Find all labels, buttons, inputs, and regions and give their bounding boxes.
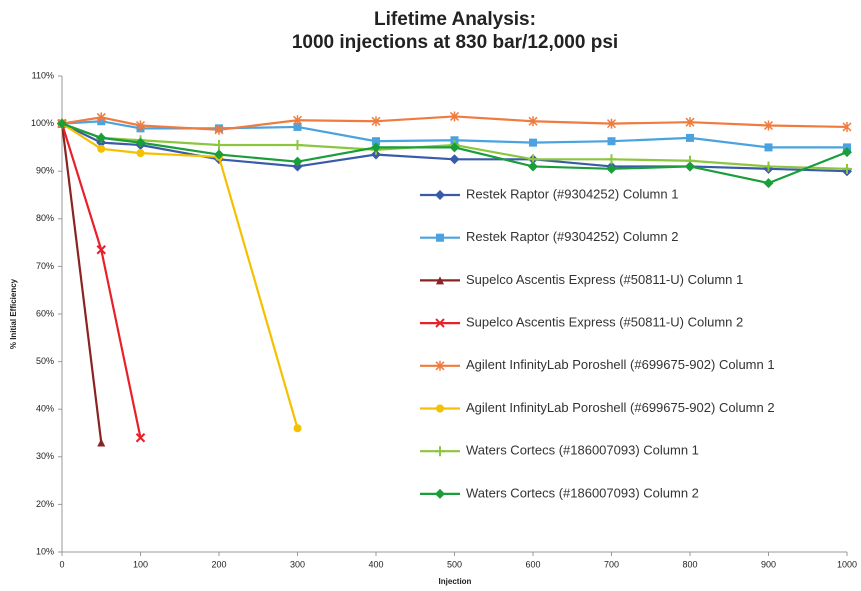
marker <box>435 318 445 328</box>
x-tick-label: 400 <box>368 559 383 569</box>
marker <box>436 276 444 285</box>
marker <box>607 137 616 146</box>
marker <box>685 161 695 172</box>
legend-label: Agilent InfinityLab Poroshell (#699675-9… <box>466 357 775 372</box>
chart-title: Lifetime Analysis: <box>374 9 536 30</box>
y-tick-label: 60% <box>36 308 54 318</box>
marker <box>214 140 224 151</box>
marker <box>606 154 617 165</box>
marker <box>763 120 774 131</box>
y-axis-label: % Initial Efficiency <box>9 278 18 349</box>
marker <box>842 121 852 132</box>
marker <box>292 156 303 167</box>
marker <box>214 124 224 135</box>
marker <box>293 424 302 433</box>
marker <box>96 132 107 143</box>
marker <box>764 143 773 152</box>
marker <box>136 149 145 158</box>
marker <box>685 117 695 128</box>
marker <box>842 147 852 158</box>
y-tick-label: 30% <box>36 451 54 461</box>
marker <box>135 433 146 443</box>
marker <box>606 118 617 129</box>
marker <box>436 404 444 413</box>
marker <box>214 149 224 160</box>
marker <box>449 111 460 122</box>
marker <box>436 233 444 242</box>
marker <box>842 163 852 174</box>
marker <box>763 178 774 189</box>
marker <box>606 163 617 174</box>
marker <box>449 154 460 165</box>
y-tick-label: 80% <box>36 213 54 223</box>
marker <box>96 112 106 123</box>
series-line <box>61 122 848 185</box>
marker <box>293 122 302 131</box>
marker <box>372 137 380 146</box>
marker <box>435 360 445 371</box>
marker <box>449 142 460 153</box>
y-tick-label: 20% <box>36 499 54 509</box>
legend-label: Agilent InfinityLab Poroshell (#699675-9… <box>466 400 775 415</box>
marker <box>97 144 106 153</box>
series-line <box>60 123 103 443</box>
marker <box>528 161 538 172</box>
marker <box>528 116 538 127</box>
marker <box>686 133 694 142</box>
legend-label: Supelco Ascentis Express (#50811-U) Colu… <box>466 315 743 330</box>
marker <box>371 142 381 153</box>
x-tick-label: 700 <box>604 559 619 569</box>
marker <box>96 245 106 255</box>
marker <box>435 446 445 457</box>
legend-label: Waters Cortecs (#186007093) Column 1 <box>466 443 699 458</box>
legend-label: Restek Raptor (#9304252) Column 1 <box>466 186 678 201</box>
y-tick-label: 10% <box>36 546 54 556</box>
y-tick-label: 70% <box>36 261 54 271</box>
x-tick-label: 800 <box>682 559 697 569</box>
y-tick-label: 50% <box>36 356 54 366</box>
x-tick-label: 1000 <box>837 559 857 569</box>
marker <box>135 120 146 131</box>
marker <box>763 161 774 172</box>
x-tick-label: 0 <box>59 559 64 569</box>
x-tick-label: 300 <box>290 559 305 569</box>
legend-label: Waters Cortecs (#186007093) Column 2 <box>466 485 699 500</box>
marker <box>292 115 303 126</box>
x-tick-label: 100 <box>133 559 148 569</box>
marker <box>97 438 106 447</box>
x-axis-label: Injection <box>439 577 472 586</box>
legend-label: Restek Raptor (#9304252) Column 2 <box>466 229 678 244</box>
x-tick-label: 200 <box>211 559 226 569</box>
x-tick-label: 600 <box>525 559 540 569</box>
chart-subtitle: 1000 injections at 830 bar/12,000 psi <box>292 32 618 53</box>
marker <box>292 140 303 151</box>
series-line <box>61 120 847 149</box>
series-line <box>60 123 142 438</box>
series-line <box>61 115 848 131</box>
x-tick-label: 500 <box>447 559 462 569</box>
series-line <box>61 122 299 429</box>
marker <box>57 118 67 129</box>
y-tick-label: 110% <box>32 70 54 80</box>
marker <box>371 116 381 127</box>
legend-label: Supelco Ascentis Express (#50811-U) Colu… <box>466 272 743 287</box>
y-tick-label: 40% <box>36 404 54 414</box>
marker <box>135 137 146 148</box>
y-tick-label: 90% <box>36 166 54 176</box>
y-tick-label: 100% <box>31 118 54 128</box>
marker <box>529 138 537 147</box>
marker <box>435 190 445 200</box>
x-tick-label: 900 <box>761 559 776 569</box>
marker <box>435 488 445 499</box>
series-line <box>61 122 848 173</box>
